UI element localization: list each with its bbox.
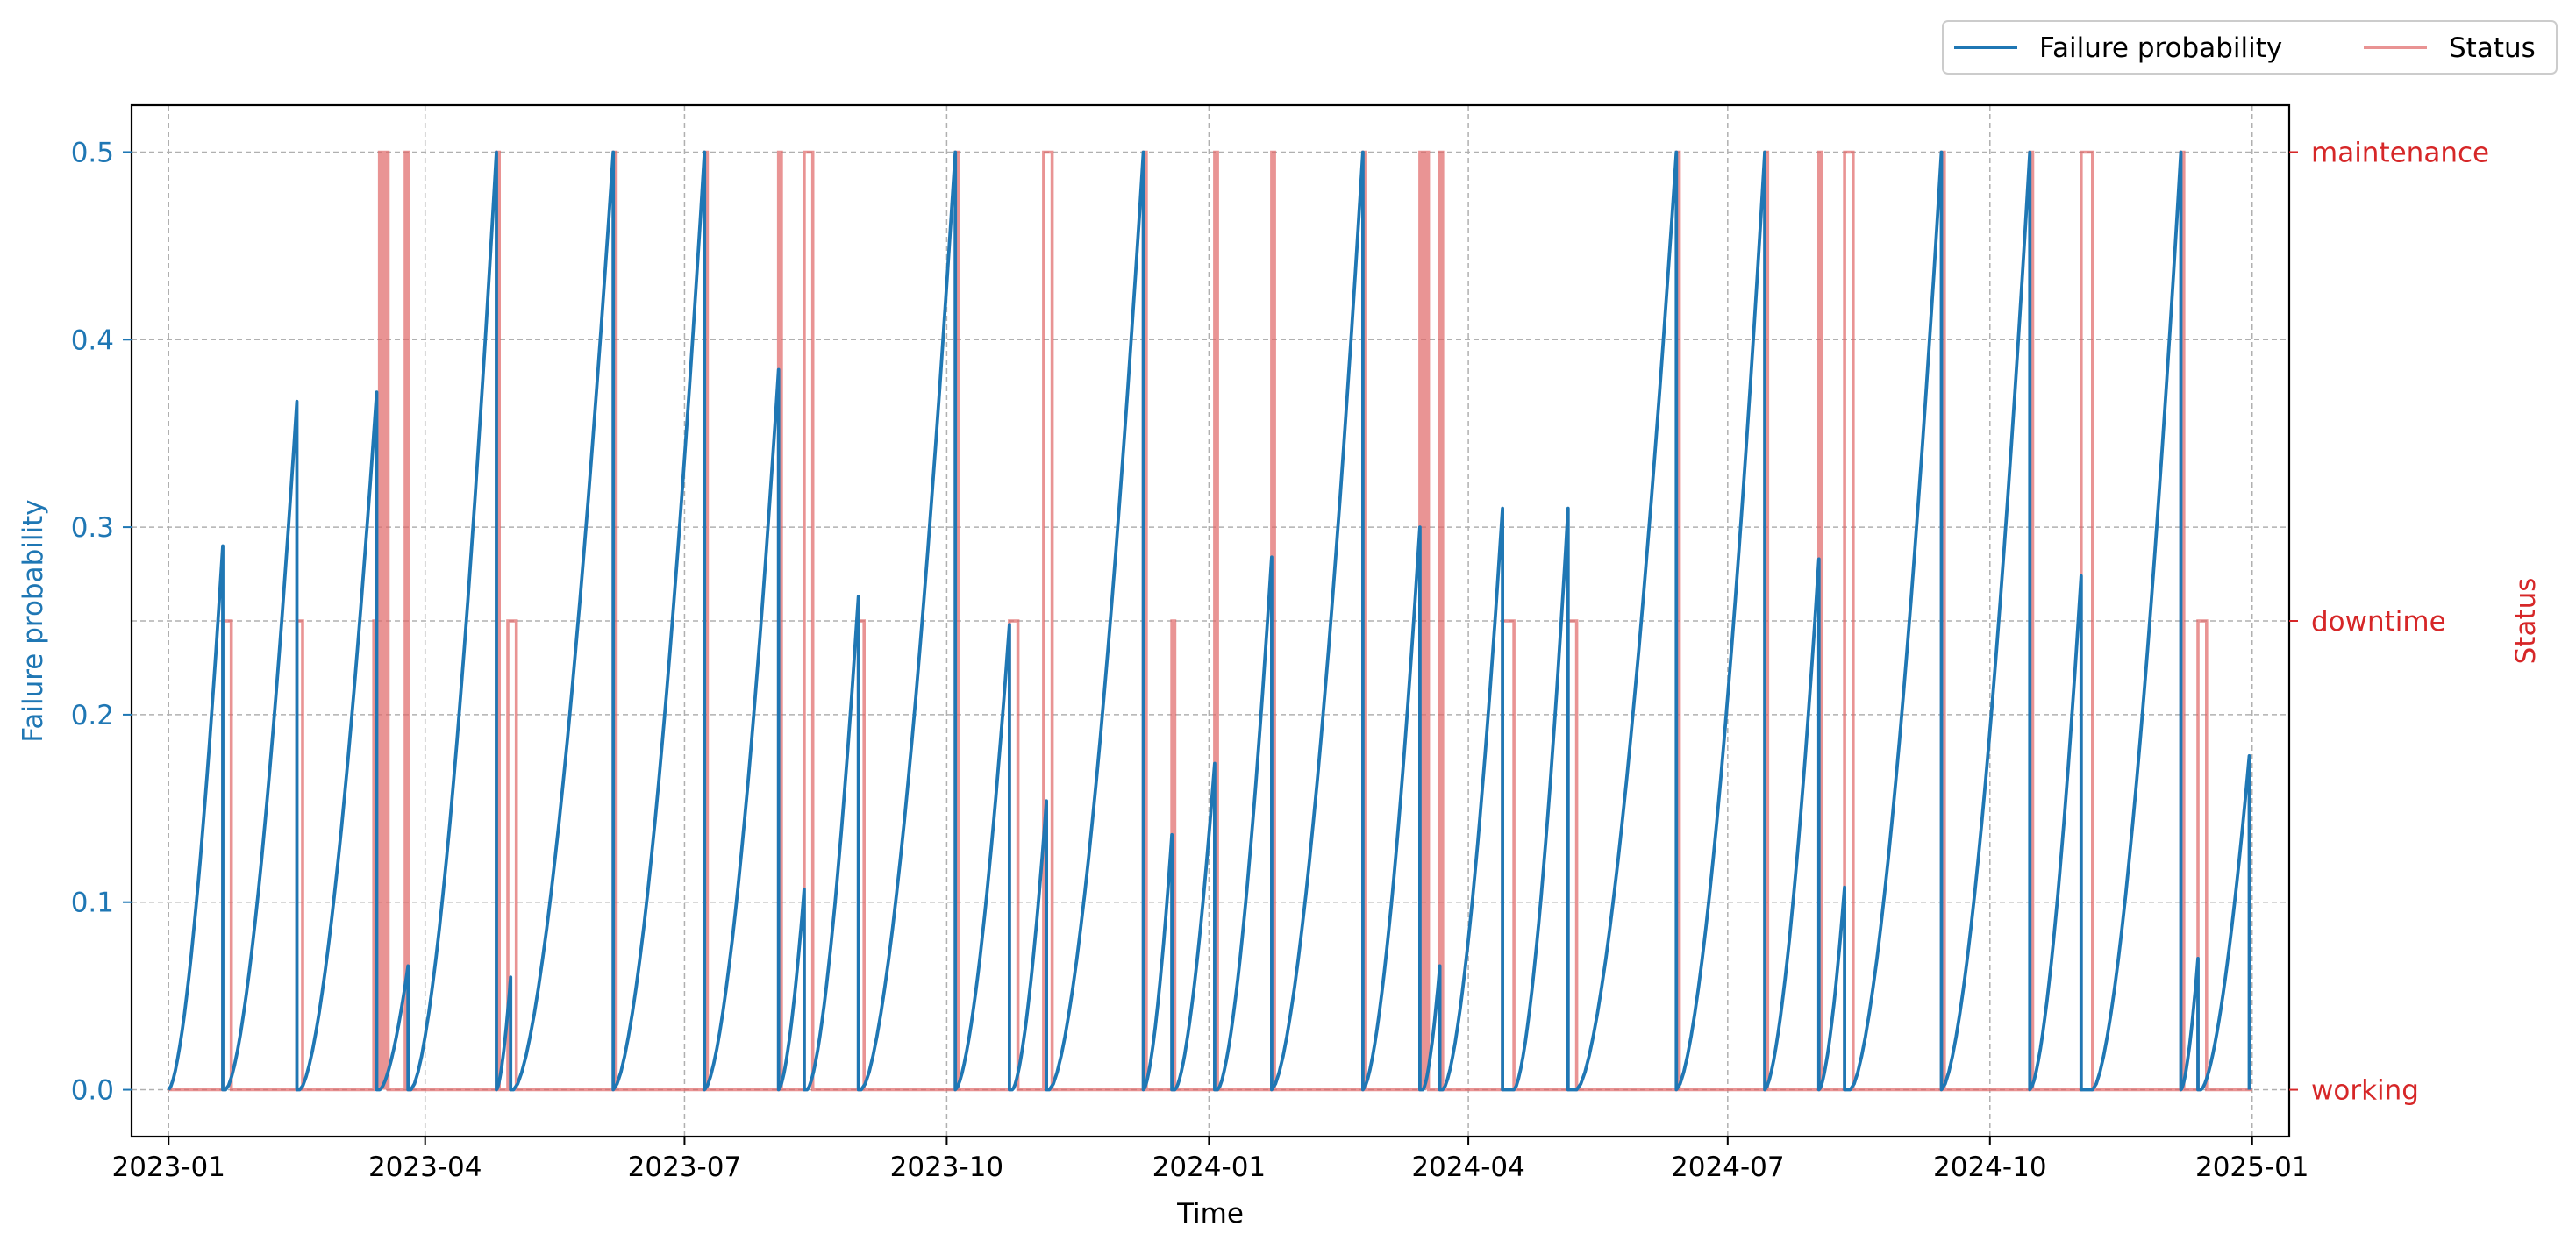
left-tick-label: 0.4 — [71, 324, 114, 356]
x-tick-label: 2024-07 — [1671, 1152, 1785, 1183]
left-tick-label: 0.1 — [71, 888, 114, 919]
left-axis-ticks: 0.0 0.1 0.2 0.3 0.4 0.5 — [71, 137, 132, 1107]
x-tick-label: 2023-07 — [628, 1152, 742, 1183]
x-tick-label: 2024-04 — [1411, 1152, 1525, 1183]
left-y-axis-label: Failure probability — [18, 499, 49, 742]
failure-probability-line — [167, 150, 2251, 1092]
failure-probability-series — [167, 150, 2251, 1092]
right-y-axis-label: Status — [2510, 578, 2542, 665]
left-tick-label: 0.2 — [71, 700, 114, 731]
right-tick-label: downtime — [2311, 606, 2446, 638]
x-tick-label: 2024-10 — [1933, 1152, 2047, 1183]
x-tick-label: 2024-01 — [1152, 1152, 1267, 1183]
right-tick-label: maintenance — [2311, 137, 2489, 168]
x-axis-ticks: 2023-01 2023-04 2023-07 2023-10 2024-01 2024-… — [111, 1137, 2309, 1183]
x-tick-label: 2023-04 — [368, 1152, 482, 1183]
legend: Failure probability Status — [1942, 20, 2558, 75]
legend-label-failure-probability: Failure probability — [2039, 32, 2282, 64]
right-tick-label: working — [2311, 1075, 2419, 1107]
left-tick-label: 0.5 — [71, 137, 114, 168]
legend-box — [1942, 20, 2558, 75]
x-tick-label: 2023-01 — [111, 1152, 225, 1183]
x-axis-label: Time — [1176, 1198, 1244, 1230]
grid — [132, 105, 2289, 1137]
x-tick-label: 2023-10 — [890, 1152, 1004, 1183]
left-tick-label: 0.3 — [71, 512, 114, 544]
right-axis-ticks: working downtime maintenance — [2289, 137, 2489, 1107]
x-tick-label: 2025-01 — [2195, 1152, 2309, 1183]
left-tick-label: 0.0 — [71, 1075, 114, 1107]
legend-label-status: Status — [2449, 32, 2536, 64]
